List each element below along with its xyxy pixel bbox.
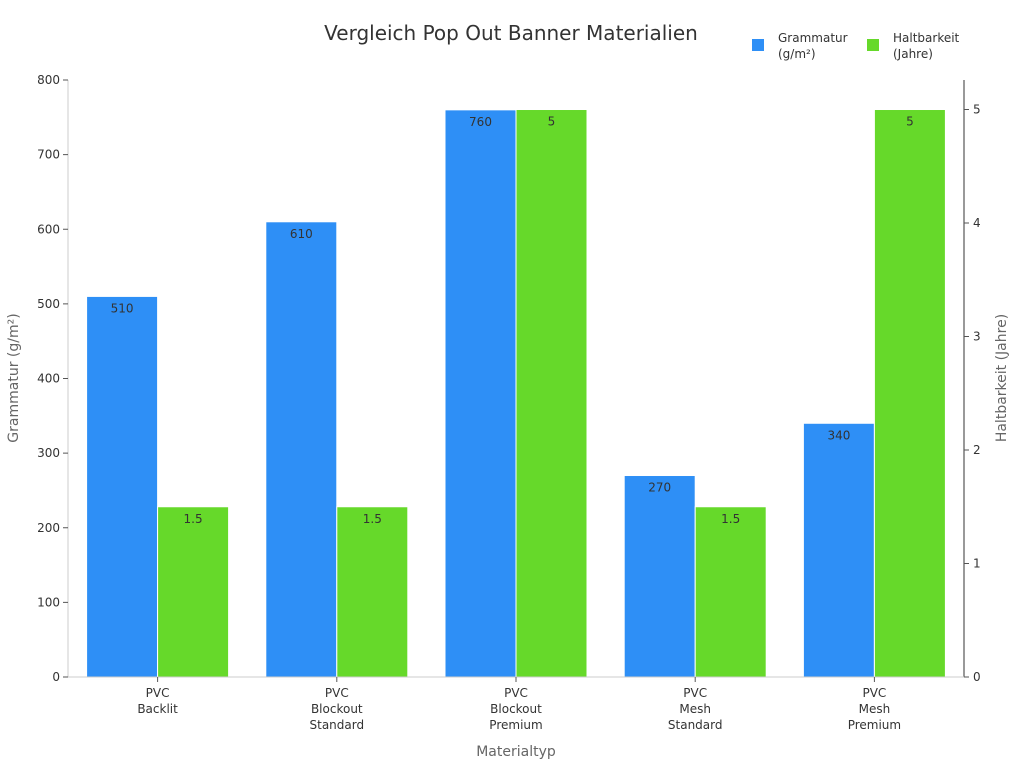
y-tick-label-left: 100 [37, 595, 60, 609]
bar-grammatur-2 [444, 109, 517, 678]
y-tick-label-left: 500 [37, 297, 60, 311]
bar-grammatur-1 [265, 221, 338, 678]
bar-haltbarkeit-2 [515, 109, 588, 678]
legend-swatch-grammatur [752, 39, 764, 51]
y-tick-label-right: 3 [973, 330, 981, 344]
bar-grammatur-3 [623, 475, 696, 678]
legend: Grammatur (g/m²) Haltbarkeit (Jahre) [752, 31, 960, 61]
data-label: 5 [548, 115, 556, 129]
x-tick-label: PVC Blockout Standard [310, 686, 365, 732]
x-tick-label: PVC Mesh Premium [848, 686, 901, 732]
data-label: 1.5 [363, 512, 382, 526]
bar-grammatur-4 [802, 422, 875, 678]
y-tick-label-right: 5 [973, 103, 981, 117]
data-label: 340 [827, 428, 850, 442]
y-tick-label-right: 2 [973, 443, 981, 457]
y-tick-label-left: 600 [37, 222, 60, 236]
bar-grammatur-0 [86, 295, 159, 678]
y-tick-label-right: 1 [973, 557, 981, 571]
y-axis-title-left: Grammatur (g/m²) [6, 313, 22, 442]
y-tick-label-left: 0 [52, 670, 60, 684]
bar-haltbarkeit-4 [873, 109, 946, 678]
bar-haltbarkeit-0 [157, 506, 230, 678]
y-tick-label-left: 300 [37, 446, 60, 460]
legend-label-grammatur: Grammatur (g/m²) [778, 31, 848, 61]
y-tick-label-left: 800 [37, 73, 60, 87]
data-label: 1.5 [184, 512, 203, 526]
data-label: 760 [469, 115, 492, 129]
legend-swatch-haltbarkeit [867, 39, 879, 51]
y-tick-label-left: 700 [37, 148, 60, 162]
data-label: 270 [648, 481, 671, 495]
data-label: 510 [111, 301, 134, 315]
y-tick-label-right: 4 [973, 216, 981, 230]
y-tick-label-right: 0 [973, 670, 981, 684]
y-tick-label-left: 200 [37, 521, 60, 535]
chart-title: Vergleich Pop Out Banner Materialien [324, 21, 698, 45]
x-tick-label: PVC Blockout Premium [489, 686, 542, 732]
bar-haltbarkeit-3 [694, 506, 767, 678]
x-tick-label: PVC Backlit [137, 686, 178, 716]
axes: 0 100 200 300 400 500 600 700 800 0 1 2 3 4 5 PVC Backli… [37, 73, 981, 732]
y-tick-label-left: 400 [37, 372, 60, 386]
x-axis-title: Materialtyp [476, 744, 556, 760]
y-axis-title-right: Haltbarkeit (Jahre) [994, 314, 1010, 442]
data-label: 5 [906, 115, 914, 129]
data-label: 1.5 [721, 512, 740, 526]
bar-haltbarkeit-1 [336, 506, 409, 678]
data-label: 610 [290, 227, 313, 241]
legend-label-haltbarkeit: Haltbarkeit (Jahre) [893, 31, 960, 61]
plot-area: 510 1.5 610 1.5 760 5 270 1.5 340 5 [86, 109, 946, 678]
x-tick-label: PVC Mesh Standard [668, 686, 723, 732]
